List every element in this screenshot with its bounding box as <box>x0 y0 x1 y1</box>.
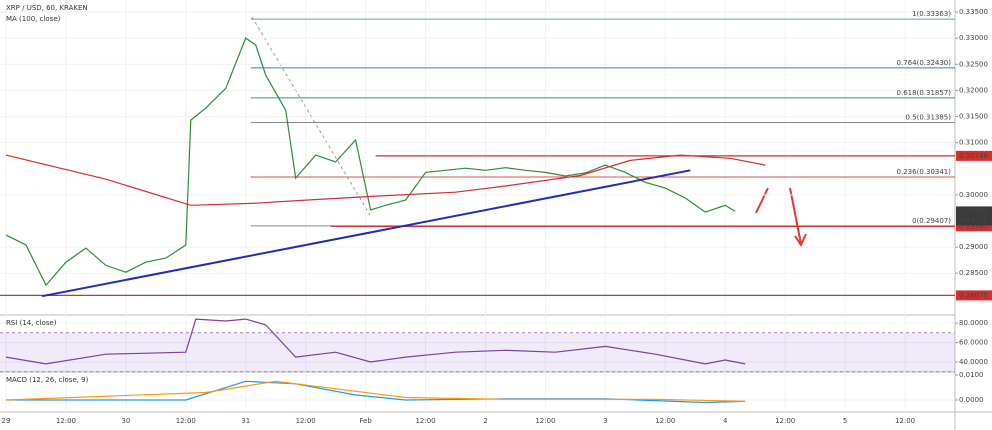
y-tick-label: 0.33000 <box>959 34 988 42</box>
y-tick-label: 0.31000 <box>959 139 988 147</box>
legend-entry: MA (100, close) <box>6 15 61 23</box>
level-box <box>956 221 992 232</box>
pane-title: RSI (14, close) <box>6 319 57 327</box>
level-label: 0.30746 <box>959 152 988 160</box>
y-tick-label: 0.30000 <box>959 191 988 199</box>
down-arrow-head <box>794 233 807 248</box>
y-tick-label: 0.31500 <box>959 112 988 120</box>
series-line <box>5 380 746 402</box>
x-tick-label: 2 <box>483 417 487 425</box>
level-label: 0.29397 <box>959 222 988 230</box>
x-tick-label: 5 <box>843 417 847 425</box>
countdown-label: 0:49:14 <box>959 216 987 224</box>
x-tick-label: Feb <box>359 417 372 425</box>
fib-label: 0.236(0.30341) <box>897 168 952 176</box>
x-tick-label: 4 <box>723 417 728 425</box>
x-tick-label: 12:00 <box>176 417 196 425</box>
x-tick-label: 29 <box>2 417 11 425</box>
x-tick-label: 31 <box>241 417 250 425</box>
x-tick-label: 3 <box>603 417 607 425</box>
last-price-box <box>956 206 992 226</box>
pane-title: XRP / USD, 60, KRAKEN <box>6 4 88 12</box>
fib-label: 0(0.29407) <box>912 217 951 225</box>
x-tick-label: 30 <box>121 417 130 425</box>
y-tick-label: 0.28500 <box>959 269 988 277</box>
level-box <box>956 150 992 161</box>
fib-label: 1(0.33363) <box>912 10 951 18</box>
last-price-label: 0.29683 <box>959 207 988 215</box>
series-line <box>5 318 746 365</box>
level-label: 0.28075 <box>959 291 988 299</box>
fib-label: 0.5(0.31385) <box>905 114 951 122</box>
x-tick-label: 12:00 <box>535 417 555 425</box>
y-tick-label: 0.32000 <box>959 86 988 94</box>
series-line <box>41 169 691 298</box>
x-tick-label: 12:00 <box>415 417 435 425</box>
x-tick-label: 12:00 <box>296 417 316 425</box>
x-tick-label: 12:00 <box>56 417 76 425</box>
y-tick-label: 0.33500 <box>959 8 988 16</box>
x-tick-label: 12:00 <box>655 417 675 425</box>
down-arrow <box>789 187 802 245</box>
y-tick-label: 60.0000 <box>959 338 988 346</box>
series-line <box>5 154 766 206</box>
fib-label: 0.618(0.31857) <box>897 89 952 97</box>
y-tick-label: 40.0000 <box>959 358 988 366</box>
y-tick-label: 80.0000 <box>959 319 988 327</box>
y-tick-label: 0.0100 <box>959 371 984 379</box>
y-tick-label: 0.0000 <box>959 396 984 404</box>
y-tick-label: 0.32500 <box>959 60 988 68</box>
pane-title: MACD (12, 26, close, 9) <box>6 376 89 384</box>
rsi-band <box>0 332 955 372</box>
level-box <box>956 290 992 301</box>
x-tick-label: 12:00 <box>775 417 795 425</box>
x-tick-label: 12:00 <box>895 417 915 425</box>
y-tick-label: 0.29000 <box>959 243 988 251</box>
fib-label: 0.764(0.32430) <box>897 59 952 67</box>
series-line <box>5 37 736 287</box>
up-arrow <box>755 187 769 214</box>
